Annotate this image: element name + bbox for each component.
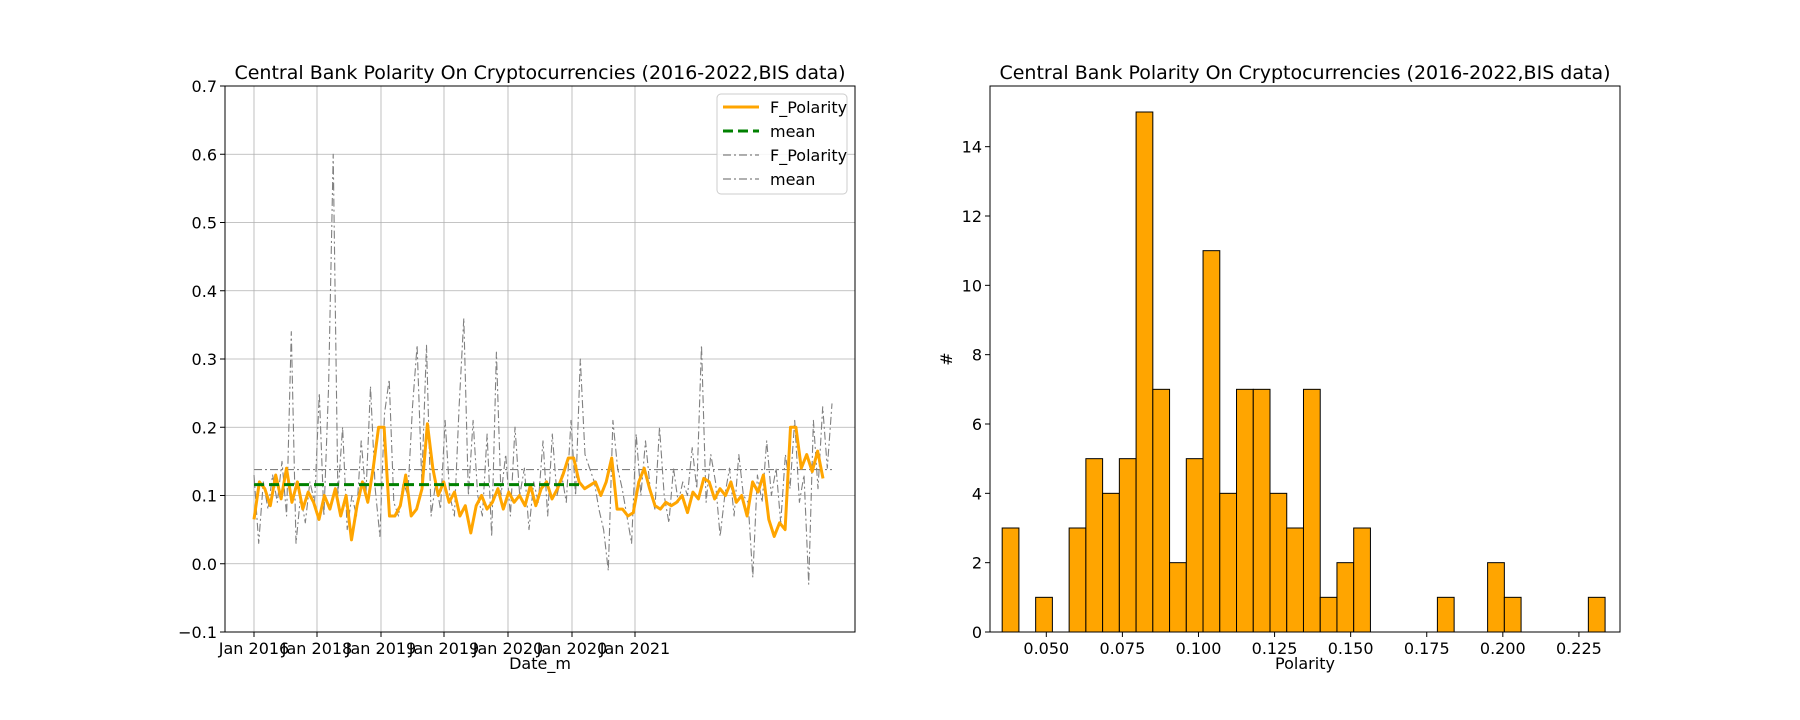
right-x-tick-label: 0.200 <box>1480 639 1526 658</box>
left-chart-title: Central Bank Polarity On Cryptocurrencie… <box>234 62 845 84</box>
f-polarity-line <box>252 422 825 542</box>
histogram-bar <box>1185 458 1204 633</box>
polarity-time-series-chart: Central Bank Polarity On Cryptocurrencie… <box>178 62 856 674</box>
histogram-bar <box>1202 250 1221 633</box>
left-y-tick-label: 0.0 <box>192 555 217 574</box>
left-series-layer <box>252 153 833 585</box>
right-y-tick-label: 12 <box>962 207 982 226</box>
right-x-tick-label: 0.050 <box>1023 639 1069 658</box>
right-y-axis-ticks: 0 2 4 6 8 10 12 14 <box>962 138 990 642</box>
right-x-tick-label: 0.125 <box>1252 639 1298 658</box>
right-y-tick-label: 10 <box>962 276 982 295</box>
histogram-bar <box>1135 111 1154 633</box>
histogram-bar <box>1152 388 1171 633</box>
legend-frame <box>716 93 848 195</box>
right-y-tick-label: 0 <box>972 623 982 642</box>
histogram-bar <box>1587 596 1606 633</box>
left-y-tick-label: 0.5 <box>192 214 217 233</box>
left-x-axis-label: Date_m <box>509 654 571 674</box>
right-chart-title: Central Bank Polarity On Cryptocurrencie… <box>999 62 1610 84</box>
left-y-tick-label: 0.7 <box>192 77 217 96</box>
polarity-histogram-chart: Central Bank Polarity On Cryptocurrencie… <box>937 62 1621 673</box>
f-polarity-grey-line <box>253 153 833 585</box>
left-y-tick-label: 0.1 <box>192 487 217 506</box>
left-y-tick-label: 0.4 <box>192 282 217 301</box>
legend-label-mean: mean <box>770 122 815 141</box>
histogram-bars <box>1001 111 1606 633</box>
histogram-bar <box>1236 388 1254 633</box>
right-y-tick-label: 4 <box>972 484 982 503</box>
left-x-tick-label: Jan 2020 <box>536 639 607 658</box>
left-x-tick-label: Jan 2019 <box>408 639 479 658</box>
histogram-bar <box>1169 562 1187 633</box>
legend-label-f-polarity-grey: F_Polarity <box>770 146 847 166</box>
left-y-axis-ticks: −0.1 0.0 0.1 0.2 0.3 0.4 0.5 0.6 0.7 <box>178 77 225 642</box>
histogram-bar <box>1118 458 1137 633</box>
histogram-bar <box>1035 596 1053 633</box>
histogram-bar <box>1302 388 1321 633</box>
left-y-tick-label: 0.2 <box>192 418 217 437</box>
histogram-bar <box>1436 596 1455 633</box>
right-x-tick-label: 0.225 <box>1556 639 1602 658</box>
left-x-tick-label: Jan 2020 <box>472 639 543 658</box>
right-x-tick-label: 0.175 <box>1404 639 1450 658</box>
right-y-tick-label: 8 <box>972 346 982 365</box>
right-y-tick-label: 6 <box>972 415 982 434</box>
left-y-tick-label: −0.1 <box>178 623 217 642</box>
histogram-bar <box>1001 527 1020 633</box>
right-y-tick-label: 14 <box>962 138 982 157</box>
histogram-bar <box>1102 492 1120 633</box>
right-x-tick-label: 0.150 <box>1328 639 1374 658</box>
left-y-tick-label: 0.3 <box>192 350 217 369</box>
histogram-bar <box>1068 527 1087 633</box>
legend-label-mean-grey: mean <box>770 170 815 189</box>
histogram-bar <box>1085 458 1104 633</box>
histogram-bar <box>1336 562 1355 633</box>
right-plot-frame <box>989 85 1621 633</box>
legend-label-f-polarity: F_Polarity <box>770 98 847 118</box>
right-y-axis-label: # <box>937 352 956 365</box>
histogram-bar <box>1252 388 1271 633</box>
histogram-bar <box>1286 527 1304 633</box>
histogram-bar <box>1353 527 1371 633</box>
histogram-bar <box>1503 596 1522 633</box>
right-y-tick-label: 2 <box>972 554 982 573</box>
histogram-bar <box>1319 596 1338 633</box>
histogram-bar <box>1487 562 1505 633</box>
left-y-tick-label: 0.6 <box>192 145 217 164</box>
left-x-tick-label: Jan 2016 <box>218 639 289 658</box>
histogram-bar <box>1219 492 1238 633</box>
right-x-tick-label: 0.100 <box>1176 639 1222 658</box>
right-x-tick-label: 0.075 <box>1099 639 1145 658</box>
left-x-tick-label: Jan 2018 <box>281 639 352 658</box>
left-x-tick-label: Jan 2019 <box>345 639 416 658</box>
left-x-tick-label: Jan 2021 <box>599 639 670 658</box>
histogram-bar <box>1269 492 1288 633</box>
left-legend: F_Polarity mean F_Polarity mean <box>716 93 848 195</box>
right-x-axis-label: Polarity <box>1275 654 1335 673</box>
right-x-axis-ticks: 0.050 0.075 0.100 0.125 0.150 0.175 0.200 0.225 <box>1023 632 1602 658</box>
